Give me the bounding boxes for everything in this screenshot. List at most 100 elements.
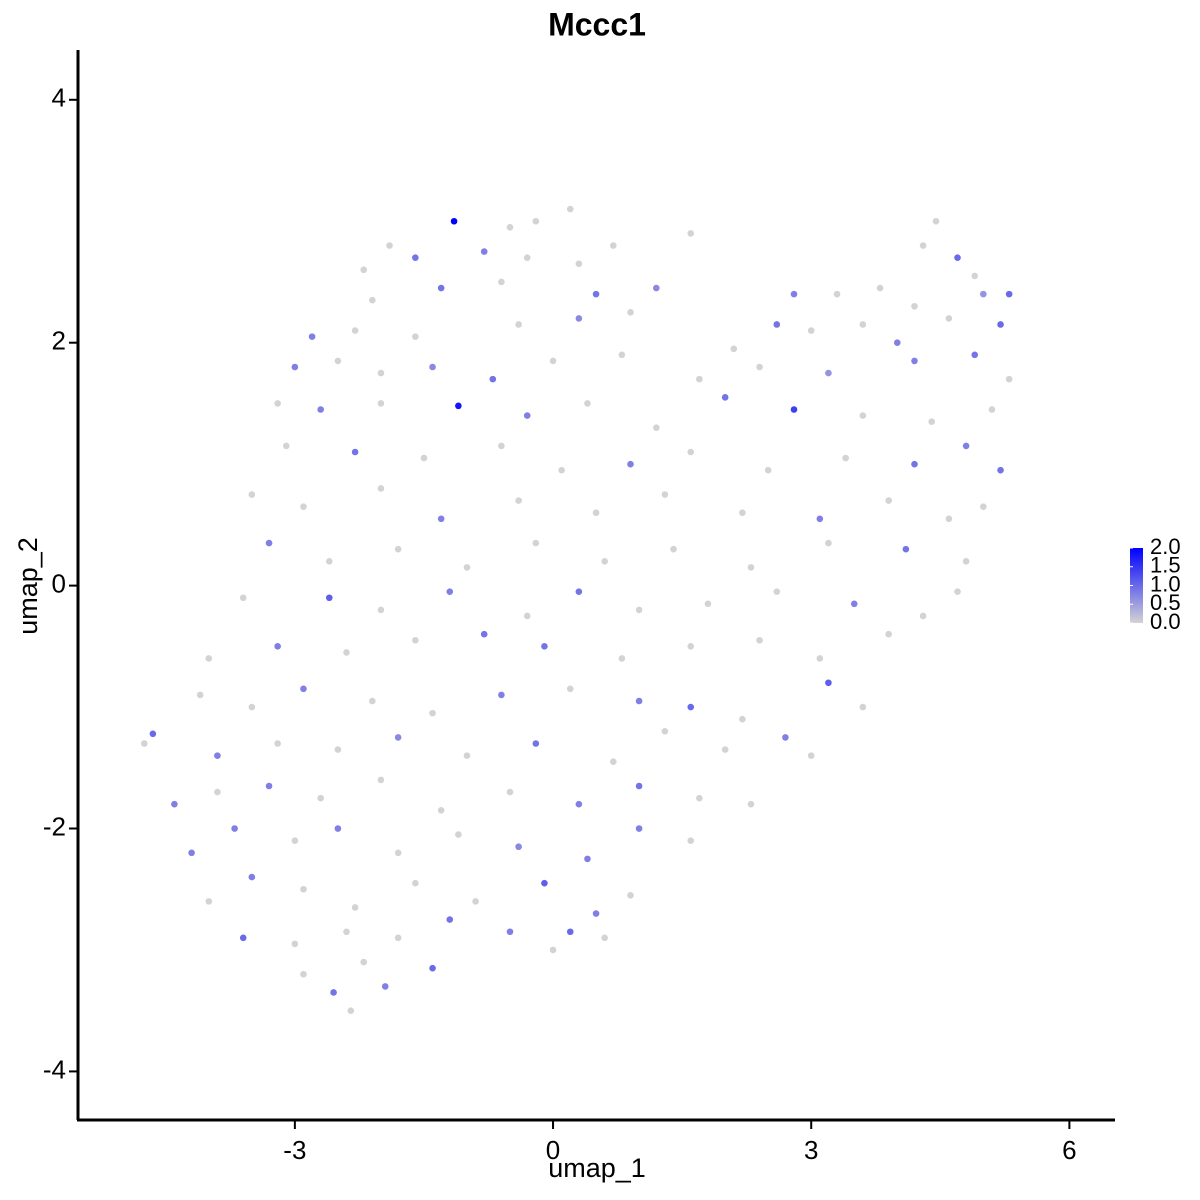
point (343, 649, 350, 656)
point (291, 940, 299, 948)
point (962, 558, 970, 565)
point (609, 242, 617, 249)
point (412, 254, 419, 261)
point (377, 400, 385, 407)
point (566, 205, 574, 213)
point (248, 491, 256, 498)
point (394, 849, 402, 857)
point (489, 375, 497, 383)
point (196, 691, 204, 699)
point (842, 454, 849, 462)
point (635, 606, 643, 614)
point (300, 685, 307, 693)
point (1005, 290, 1013, 298)
point (592, 509, 600, 517)
x-tick-label: 6 (1062, 1135, 1076, 1165)
point (437, 284, 445, 292)
point (541, 643, 548, 650)
point (902, 545, 910, 553)
point (558, 466, 565, 474)
point (377, 485, 385, 492)
point (764, 466, 772, 474)
point (506, 928, 514, 936)
point (498, 442, 505, 450)
point (239, 934, 247, 942)
point (334, 357, 342, 365)
point (566, 928, 574, 936)
point (928, 418, 935, 425)
point (523, 612, 531, 620)
point (446, 916, 454, 923)
point (627, 460, 634, 468)
point (532, 217, 540, 225)
point (584, 400, 591, 407)
point (566, 685, 574, 693)
point (420, 454, 428, 462)
point (149, 730, 157, 738)
point (932, 217, 940, 225)
point (825, 539, 832, 547)
point (807, 327, 815, 334)
point (661, 491, 669, 498)
point (515, 497, 522, 504)
point (980, 290, 987, 298)
point (687, 837, 695, 844)
point (231, 825, 238, 832)
point (506, 788, 514, 796)
point (360, 266, 368, 274)
point (575, 588, 583, 595)
point (351, 448, 359, 456)
point (549, 357, 557, 365)
point (369, 697, 376, 705)
point (446, 588, 454, 595)
point (360, 958, 368, 966)
point (214, 788, 221, 796)
y-tick-label: 0 (52, 568, 66, 598)
point (377, 369, 385, 377)
point (627, 309, 634, 316)
point (274, 740, 281, 747)
point (437, 806, 445, 814)
point (980, 503, 987, 510)
point (575, 260, 583, 268)
point (911, 302, 918, 310)
point (532, 740, 540, 747)
point (334, 746, 342, 753)
point (437, 515, 445, 523)
point (472, 898, 479, 905)
colorbar (1130, 548, 1143, 623)
point (317, 406, 324, 413)
point (140, 740, 148, 747)
point (885, 630, 892, 638)
point (377, 606, 385, 614)
point (394, 734, 402, 741)
point (876, 284, 884, 292)
point (334, 825, 342, 832)
point (756, 636, 763, 644)
point (330, 989, 337, 996)
point (463, 564, 471, 571)
point (721, 746, 729, 753)
point (859, 703, 867, 711)
point (911, 460, 918, 468)
point (773, 588, 781, 595)
point (962, 442, 970, 450)
point (523, 254, 531, 261)
point (532, 539, 540, 547)
point (790, 290, 798, 298)
point (988, 406, 996, 413)
point (592, 910, 600, 917)
point (412, 333, 419, 340)
point (747, 564, 755, 571)
point (300, 885, 307, 893)
point (971, 351, 979, 359)
point (214, 752, 221, 759)
point (833, 290, 841, 298)
point (325, 558, 333, 565)
point (997, 466, 1004, 474)
point (782, 734, 789, 741)
point (618, 351, 626, 359)
point (274, 400, 281, 407)
point (351, 327, 359, 334)
